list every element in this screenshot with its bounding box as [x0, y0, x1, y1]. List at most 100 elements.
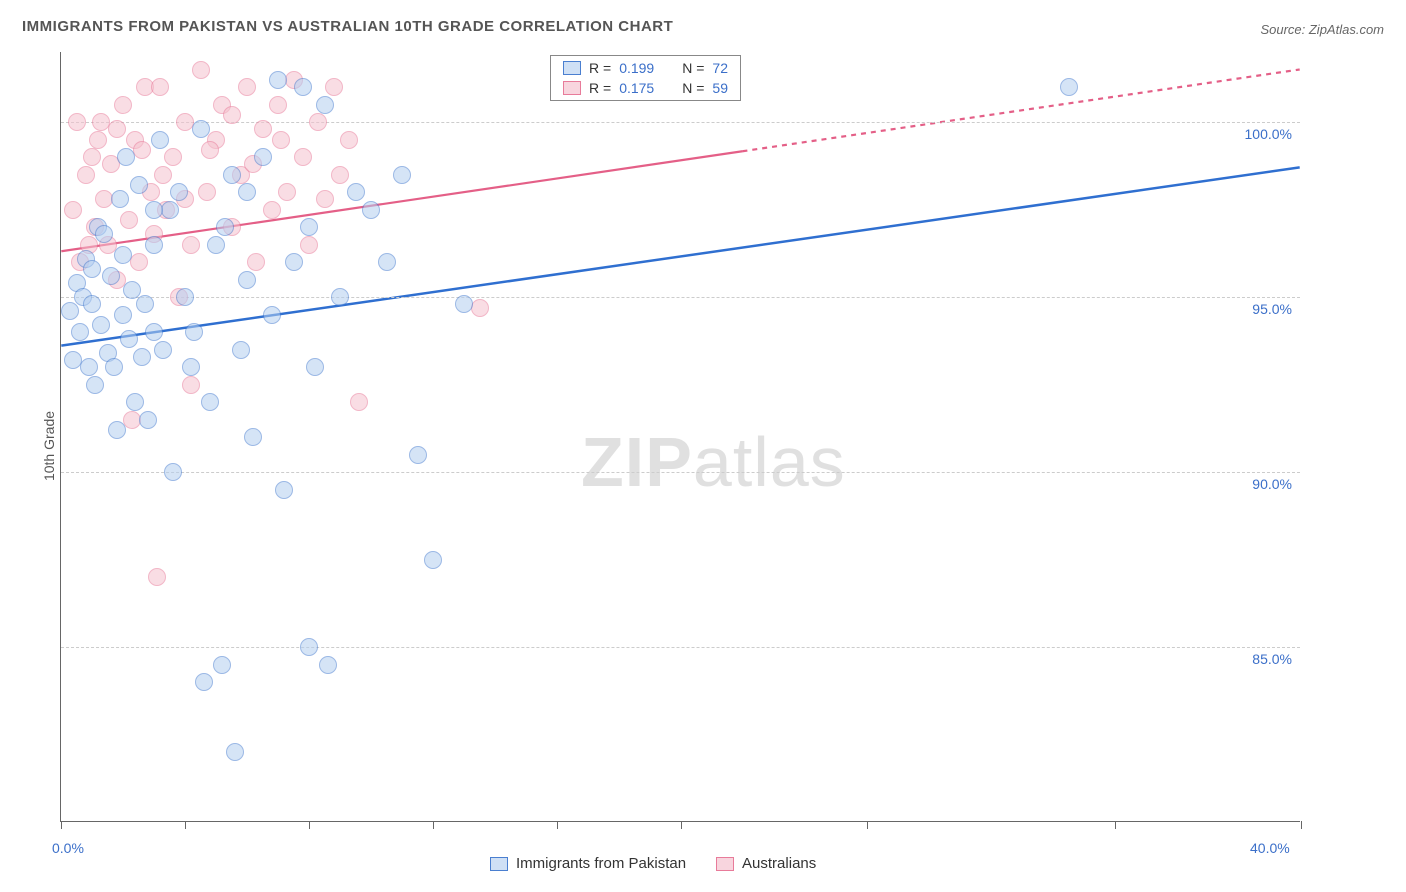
data-point [247, 253, 265, 271]
data-point [201, 141, 219, 159]
data-point [207, 236, 225, 254]
data-point [61, 302, 79, 320]
data-point [83, 260, 101, 278]
data-point [86, 376, 104, 394]
data-point [238, 271, 256, 289]
gridline [61, 472, 1300, 473]
y-axis-label: 10th Grade [41, 411, 57, 481]
data-point [95, 225, 113, 243]
data-point [151, 78, 169, 96]
data-point [192, 120, 210, 138]
data-point [185, 323, 203, 341]
data-point [471, 299, 489, 317]
data-point [198, 183, 216, 201]
data-point [300, 218, 318, 236]
data-point [424, 551, 442, 569]
data-point [139, 411, 157, 429]
data-point [120, 330, 138, 348]
x-tick-mark [61, 821, 62, 829]
data-point [306, 358, 324, 376]
data-point [350, 393, 368, 411]
correlation-legend-row: R =0.199N =72 [551, 58, 740, 78]
correlation-legend: R =0.199N =72R =0.175N =59 [550, 55, 741, 101]
source-attribution: Source: ZipAtlas.com [1260, 22, 1384, 37]
data-point [238, 78, 256, 96]
data-point [120, 211, 138, 229]
legend-swatch-blue [490, 857, 508, 871]
data-point [92, 316, 110, 334]
data-point [331, 288, 349, 306]
data-point [331, 166, 349, 184]
data-point [154, 166, 172, 184]
x-tick-label: 0.0% [52, 840, 84, 856]
x-tick-label: 40.0% [1250, 840, 1290, 856]
data-point [164, 148, 182, 166]
n-label: N = [682, 60, 704, 76]
data-point [340, 131, 358, 149]
data-point [164, 463, 182, 481]
data-point [64, 351, 82, 369]
data-point [294, 148, 312, 166]
legend-label: Immigrants from Pakistan [516, 855, 686, 872]
data-point [223, 166, 241, 184]
data-point [148, 568, 166, 586]
data-point [263, 201, 281, 219]
gridline [61, 647, 1300, 648]
chart-title: IMMIGRANTS FROM PAKISTAN VS AUSTRALIAN 1… [22, 18, 673, 35]
data-point [300, 236, 318, 254]
data-point [294, 78, 312, 96]
data-point [114, 96, 132, 114]
y-tick-label: 90.0% [1252, 476, 1292, 492]
data-point [136, 295, 154, 313]
data-point [126, 393, 144, 411]
x-tick-mark [681, 821, 682, 829]
data-point [226, 743, 244, 761]
data-point [114, 246, 132, 264]
data-point [182, 358, 200, 376]
data-point [182, 236, 200, 254]
watermark-bold: ZIP [581, 423, 693, 501]
data-point [151, 131, 169, 149]
data-point [111, 190, 129, 208]
data-point [130, 176, 148, 194]
data-point [409, 446, 427, 464]
data-point [216, 218, 234, 236]
series-legend: Immigrants from Pakistan Australians [490, 855, 816, 872]
correlation-legend-row: R =0.175N =59 [551, 78, 740, 98]
data-point [316, 190, 334, 208]
data-point [71, 323, 89, 341]
data-point [254, 148, 272, 166]
data-point [319, 656, 337, 674]
data-point [325, 78, 343, 96]
data-point [80, 358, 98, 376]
legend-item: Australians [716, 855, 816, 872]
data-point [161, 201, 179, 219]
data-point [254, 120, 272, 138]
r-label: R = [589, 80, 611, 96]
data-point [269, 96, 287, 114]
data-point [108, 120, 126, 138]
data-point [145, 323, 163, 341]
data-point [272, 131, 290, 149]
legend-swatch [563, 61, 581, 75]
r-label: R = [589, 60, 611, 76]
data-point [201, 393, 219, 411]
n-value: 72 [712, 60, 728, 76]
legend-swatch [563, 81, 581, 95]
y-tick-label: 95.0% [1252, 301, 1292, 317]
gridline [61, 297, 1300, 298]
data-point [133, 348, 151, 366]
y-tick-label: 100.0% [1245, 126, 1292, 142]
data-point [170, 183, 188, 201]
data-point [347, 183, 365, 201]
chart-container: IMMIGRANTS FROM PAKISTAN VS AUSTRALIAN 1… [0, 0, 1406, 892]
data-point [117, 148, 135, 166]
data-point [130, 253, 148, 271]
data-point [182, 376, 200, 394]
data-point [223, 106, 241, 124]
data-point [176, 288, 194, 306]
x-tick-mark [557, 821, 558, 829]
data-point [105, 358, 123, 376]
data-point [278, 183, 296, 201]
gridline [61, 122, 1300, 123]
